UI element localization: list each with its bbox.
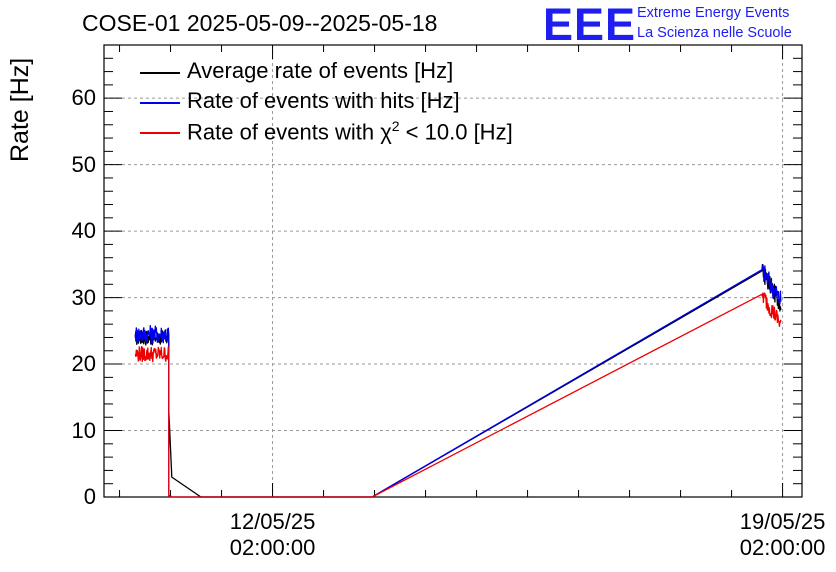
y-tick-label-0: 0 [83, 484, 96, 509]
series-line-2 [134, 292, 782, 498]
legend-label-chi2-pre: Rate of events with χ [187, 119, 392, 145]
logo-line-2: La Scienza nelle Scuole [637, 25, 792, 41]
x-tick-time-0: 02:00:00 [229, 535, 316, 560]
legend-label-hits: Rate of events with hits [Hz] [187, 88, 460, 113]
series-line-1 [134, 264, 782, 498]
y-tick-label-5: 50 [71, 151, 96, 177]
x-tick-label-1: 19/05/25 02:00:00 [718, 509, 836, 561]
legend-swatch-hits [140, 102, 180, 104]
x-tick-date-0: 12/05/25 [229, 509, 316, 534]
series-line-0 [134, 264, 782, 498]
legend-swatch-chi2 [140, 132, 180, 134]
y-tick-label-2: 20 [71, 351, 96, 377]
x-tick-date-1: 19/05/25 [739, 509, 826, 534]
logo-line-1: Extreme Energy Events [637, 5, 790, 21]
legend-swatch-average [140, 72, 180, 74]
y-tick-label-6: 60 [71, 85, 96, 111]
legend-label-chi2-sup: 2 [391, 118, 400, 134]
legend-label-chi2-post: < 10.0 [Hz] [399, 119, 513, 145]
y-tick-label-4: 40 [71, 218, 96, 244]
y-tick-label-1: 10 [71, 417, 96, 443]
chart-title: COSE-01 2025-05-09--2025-05-18 [82, 10, 438, 36]
legend-label-average: Average rate of events [Hz] [187, 58, 454, 83]
x-tick-label-0: 12/05/25 02:00:00 [208, 509, 338, 561]
y-axis-label: Rate [Hz] [6, 57, 34, 162]
y-tick-label-3: 30 [71, 284, 96, 310]
eee-logo: EEE [543, 0, 637, 50]
legend-label-chi2: Rate of events with χ2 < 10.0 [Hz] [187, 118, 513, 145]
x-tick-time-1: 02:00:00 [739, 535, 826, 560]
